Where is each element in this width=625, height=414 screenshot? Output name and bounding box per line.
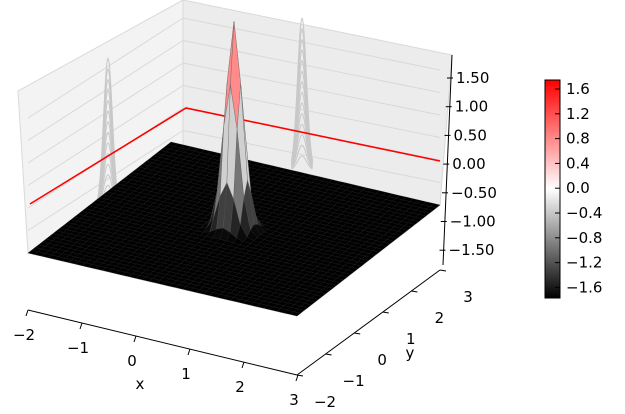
y-tick-label: 1 [406, 330, 416, 348]
colorbar-tick-label: −1.6 [566, 278, 602, 296]
y-axis-line [296, 269, 441, 376]
x-tick-mark [187, 348, 191, 356]
z-tick-label: 0.50 [454, 126, 487, 144]
y-tick-label: 0 [377, 351, 387, 369]
colorbar-tick-label: 1.2 [566, 105, 590, 123]
z-tick-label: 1.50 [456, 69, 489, 87]
z-axis-ticks: 1.50 1.00 0.50 0.00 −0.50 −1.00 −1.50 [439, 69, 497, 259]
x-tick-mark [25, 309, 29, 317]
red-projection-line [29, 107, 441, 205]
x-axis-label: x [136, 375, 145, 393]
x-tick-label: 2 [235, 378, 245, 396]
colorbar [544, 79, 561, 299]
colorbar-tick-label: −0.4 [566, 204, 602, 222]
y-wall-contour-line [291, 155, 313, 170]
y-tick-label: 2 [435, 309, 445, 327]
surface-mesh [27, 21, 441, 317]
colorbar-tick-label: 1.6 [566, 80, 590, 98]
x-axis-line [27, 309, 298, 376]
surface-facet [289, 311, 301, 317]
colorbar-tick-label: 0.0 [566, 179, 590, 197]
x-tick-mark [133, 335, 137, 343]
y-axis-label: y [406, 344, 415, 362]
y-wall-contour-line [291, 144, 313, 169]
y-tick-mark [325, 353, 332, 356]
colorbar-tick-label: 0.8 [566, 130, 590, 148]
y-wall-contour-line [291, 17, 313, 161]
colorbar-ticks: 1.6 1.2 0.8 0.4 0.0 −0.4 −0.8 −1.2 −1.6 [555, 80, 602, 296]
x-tick-label: −2 [13, 326, 35, 344]
x-tick-label: −1 [67, 339, 89, 357]
z-tick-label: −0.50 [451, 184, 497, 202]
y-axis-ticks: −2 −1 0 1 23 [296, 269, 473, 411]
y-wall-contour-line [291, 123, 313, 168]
x-wall-contour-line [97, 57, 119, 201]
x-tick-label: 1 [181, 365, 191, 383]
colorbar-tick-label: 0.4 [566, 154, 590, 172]
y-tick-mark [296, 374, 304, 377]
y-tick-label: −2 [314, 393, 336, 411]
z-tick-label: 0.00 [452, 155, 485, 173]
x-tick-mark [79, 322, 83, 330]
x-tick-label: 0 [127, 352, 137, 370]
colorbar-tick-label: −1.2 [566, 254, 602, 272]
y-tick-mark [439, 269, 447, 272]
z-tick-label: −1.00 [450, 213, 496, 231]
z-axis-line [442, 54, 453, 266]
colorbar-tick-label: −0.8 [566, 229, 602, 247]
y-tick-label: 3 [463, 288, 473, 306]
y-tick-label: −1 [343, 372, 365, 390]
x-tick-label: 3 [289, 391, 299, 409]
z-tick-label: 1.00 [455, 98, 488, 116]
z-tick-label: −1.50 [449, 241, 495, 259]
y-tick-mark [354, 332, 361, 335]
y-tick-mark [382, 311, 389, 314]
y-tick-mark [411, 290, 418, 293]
x-tick-mark [295, 374, 299, 382]
x-axis-ticks: −2 −1 0 1 2 3 [13, 309, 299, 409]
y-wall-contour-line [291, 134, 313, 168]
x-tick-mark [241, 361, 245, 369]
